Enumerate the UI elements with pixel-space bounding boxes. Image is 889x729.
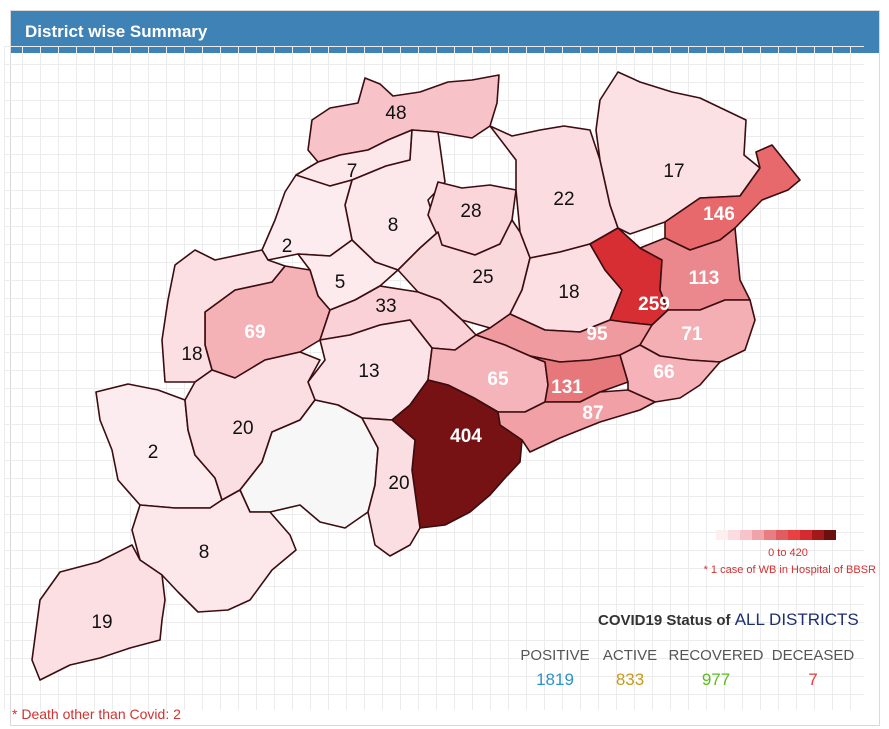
- stat-deceased-value: 7: [808, 670, 818, 689]
- stat-deceased-label: DECEASED: [771, 647, 855, 664]
- label-2a: 2: [282, 236, 293, 257]
- stat-positive: POSITIVE 1819: [516, 647, 594, 690]
- label-87: 87: [582, 403, 603, 424]
- legend-footnote: * 1 case of WB in Hospital of BBSR: [703, 564, 876, 576]
- status-title-prefix: COVID19 Status of: [598, 612, 731, 629]
- district-2-north: [261, 174, 353, 261]
- label-131: 131: [551, 377, 583, 398]
- death-footnote: * Death other than Covid: 2: [12, 706, 181, 722]
- label-95: 95: [586, 324, 608, 345]
- label-13: 13: [358, 361, 379, 382]
- stat-recovered-label: RECOVERED: [668, 647, 764, 664]
- legend-swatch: [740, 530, 752, 540]
- label-113: 113: [689, 268, 720, 289]
- label-7: 7: [347, 161, 358, 182]
- label-71: 71: [681, 324, 703, 345]
- status-title-emphasis: ALL DISTRICTS: [734, 610, 859, 629]
- label-17: 17: [663, 161, 684, 182]
- district-146: [664, 144, 801, 251]
- district-19: [31, 544, 166, 681]
- stat-recovered: RECOVERED 977: [666, 647, 766, 690]
- legend-swatch: [788, 530, 800, 540]
- label-146: 146: [703, 204, 735, 225]
- stat-positive-label: POSITIVE: [520, 647, 590, 664]
- label-18a: 18: [558, 282, 579, 303]
- stat-active-value: 833: [615, 670, 645, 689]
- label-69: 69: [244, 322, 265, 343]
- label-5: 5: [335, 272, 346, 293]
- stat-deceased: DECEASED 7: [766, 647, 860, 690]
- label-8b: 8: [199, 542, 210, 563]
- district-20-south: [361, 417, 421, 557]
- label-33: 33: [375, 296, 396, 317]
- legend-swatch: [824, 530, 836, 540]
- legend-swatch: [800, 530, 812, 540]
- stat-recovered-value: 977: [701, 670, 731, 689]
- label-22: 22: [553, 189, 574, 210]
- label-404: 404: [450, 426, 482, 447]
- legend-swatch: [716, 530, 728, 540]
- label-20b: 20: [388, 473, 409, 494]
- legend-swatch: [752, 530, 764, 540]
- district-71: [639, 299, 756, 363]
- label-65: 65: [487, 369, 509, 390]
- legend-swatch: [764, 530, 776, 540]
- color-scale-legend: [716, 530, 836, 540]
- label-2b: 2: [148, 442, 159, 463]
- label-25: 25: [472, 267, 493, 288]
- label-48: 48: [385, 103, 406, 124]
- district-66: [619, 344, 721, 403]
- label-28: 28: [460, 201, 481, 222]
- legend-range-label: 0 to 420: [768, 547, 808, 559]
- stat-positive-value: 1819: [536, 670, 574, 689]
- label-259: 259: [638, 294, 670, 315]
- legend-swatch: [776, 530, 788, 540]
- status-title: COVID19 Status of ALL DISTRICTS: [598, 610, 859, 630]
- label-19: 19: [91, 612, 112, 633]
- status-stats: POSITIVE 1819 ACTIVE 833 RECOVERED 977 D…: [516, 647, 860, 690]
- legend-swatch: [812, 530, 824, 540]
- legend-swatch: [728, 530, 740, 540]
- label-8a: 8: [388, 215, 399, 236]
- district-18-west: [161, 249, 286, 383]
- label-20a: 20: [232, 418, 253, 439]
- label-66: 66: [653, 362, 674, 383]
- label-18b: 18: [181, 344, 202, 365]
- stat-active-label: ACTIVE: [602, 647, 658, 664]
- stat-active: ACTIVE 833: [594, 647, 666, 690]
